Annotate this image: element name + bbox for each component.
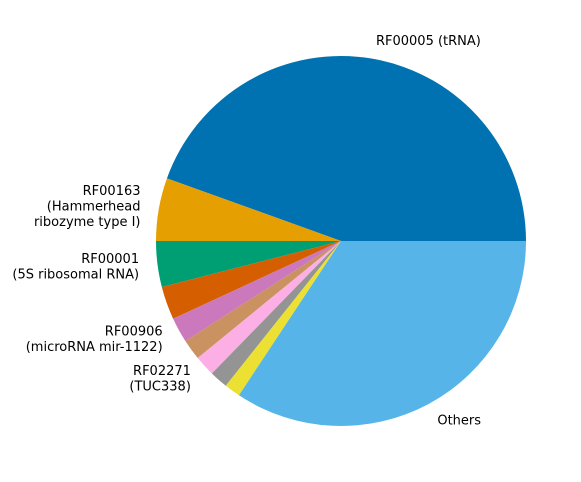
slice-label-line: (5S ribosomal RNA) [12,268,139,283]
slice-label: RF02271 (TUC338) [129,364,191,395]
slice-label-line: RF00005 (tRNA) [376,34,481,49]
slice-label: RF00163 (Hammerhead ribozyme type I) [34,184,141,230]
slice-label-line: RF02271 [133,364,191,379]
pie-slices [156,56,526,426]
slice-label-line: RF00163 [83,184,141,199]
pie-slice [166,56,526,242]
pie-slice [173,241,341,342]
slice-label: RF00001 (5S ribosomal RNA) [12,252,139,283]
pie-slice [238,241,526,426]
pie-slice [225,241,341,396]
pie-labels: RF00005 (tRNA) RF00163 (Hammerhead ribozyme… [12,34,481,429]
pie-slice [185,241,341,359]
slice-label-line: (microRNA mir-1122) [26,340,163,355]
pie-slice [197,241,341,374]
slice-label: RF00005 (tRNA) [376,34,481,49]
pie-slice [156,241,341,288]
slice-label-line: ribozyme type I) [34,215,141,230]
slice-label: RF00906 (microRNA mir-1122) [26,325,163,356]
slice-label-line: (TUC338) [129,380,191,395]
slice-label-line: Others [437,414,481,429]
slice-label: Others [437,414,481,429]
pie-slice [211,241,341,386]
slice-label-line: RF00001 [81,252,139,267]
slice-label-line: (Hammerhead [47,199,141,214]
pie-slice [156,178,341,241]
pie-slice [161,241,341,319]
slice-label-line: RF00906 [105,325,163,340]
